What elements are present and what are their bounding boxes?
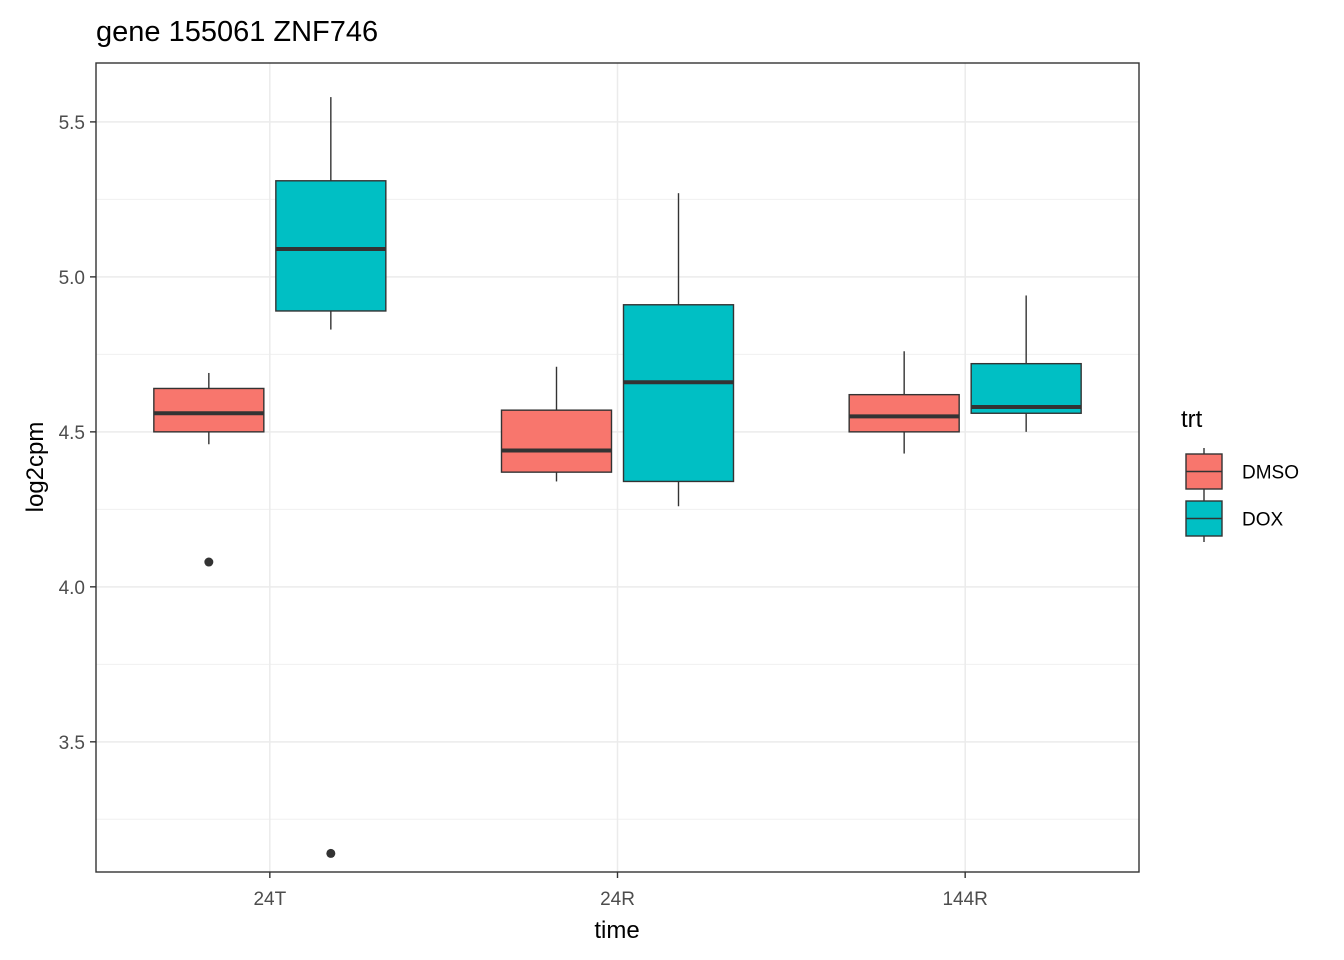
grid-lines xyxy=(96,63,1139,872)
legend: trt DMSO DOX xyxy=(1181,406,1299,542)
box-body xyxy=(970,362,1082,414)
box-DOX-24R xyxy=(622,193,735,507)
box-DMSO-144R xyxy=(848,351,960,454)
y-tick-label: 3.5 xyxy=(59,733,85,754)
y-tick-label: 4.5 xyxy=(59,423,85,444)
box-DOX-144R xyxy=(970,295,1082,432)
box-layer xyxy=(153,97,1082,858)
box-body xyxy=(848,393,960,433)
outlier-point xyxy=(326,848,336,858)
legend-key-DMSO xyxy=(1185,448,1223,495)
y-tick-label: 5.5 xyxy=(59,113,85,134)
plot-title: gene 155061 ZNF746 xyxy=(96,16,378,48)
box-body xyxy=(622,304,735,483)
x-axis-title: time xyxy=(594,917,639,944)
y-axis: 3.5 4.0 4.5 5.0 5.5 xyxy=(59,113,96,754)
box-body xyxy=(153,387,265,433)
legend-label: DOX xyxy=(1242,510,1284,531)
legend-title: trt xyxy=(1181,406,1203,433)
x-axis: 24T 24R 144R xyxy=(253,872,988,910)
box-body xyxy=(500,409,613,473)
x-tick-label: 24T xyxy=(253,889,286,910)
outlier-point xyxy=(204,557,214,567)
box-DOX-24T xyxy=(275,97,387,858)
legend-key-DOX xyxy=(1185,495,1223,542)
x-tick-label: 144R xyxy=(942,889,987,910)
legend-label: DMSO xyxy=(1242,463,1299,484)
box-DMSO-24T xyxy=(153,372,265,567)
box-body xyxy=(275,180,387,312)
y-tick-label: 5.0 xyxy=(59,268,85,289)
x-tick-label: 24R xyxy=(600,889,635,910)
y-axis-title: log2cpm xyxy=(22,422,49,513)
y-tick-label: 4.0 xyxy=(59,578,85,599)
box-DMSO-24R xyxy=(500,366,613,482)
